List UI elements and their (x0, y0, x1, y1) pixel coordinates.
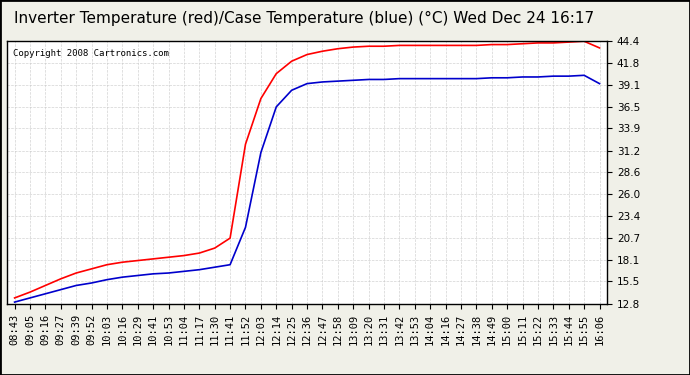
Text: Copyright 2008 Cartronics.com: Copyright 2008 Cartronics.com (13, 49, 169, 58)
Text: Inverter Temperature (red)/Case Temperature (blue) (°C) Wed Dec 24 16:17: Inverter Temperature (red)/Case Temperat… (14, 11, 593, 26)
